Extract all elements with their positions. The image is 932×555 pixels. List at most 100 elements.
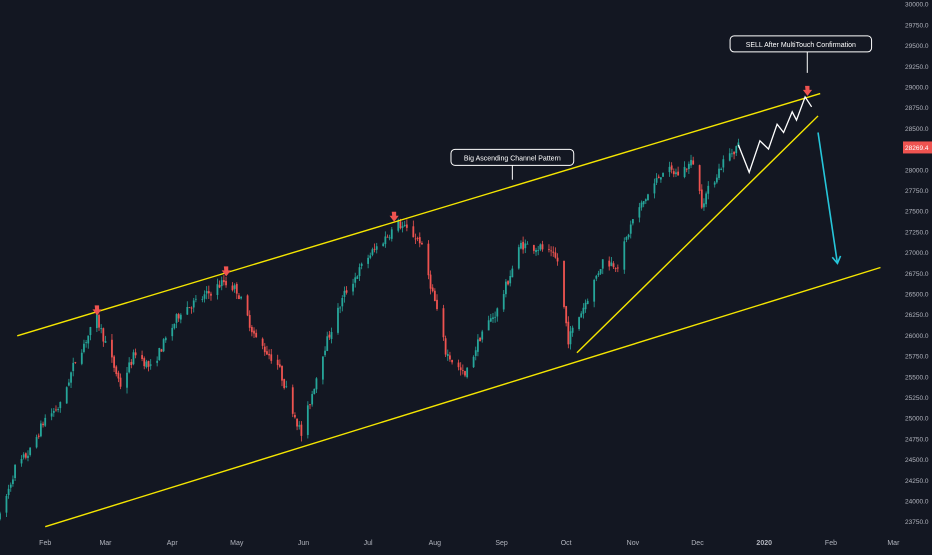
candle-body (541, 244, 544, 250)
candle (720, 167, 723, 171)
candle (597, 270, 600, 277)
forecast-arrow-head (831, 255, 842, 265)
candle-body (356, 276, 359, 279)
candle-body (464, 371, 466, 376)
x-tick-label: Jul (364, 540, 373, 547)
candle (464, 370, 466, 378)
candle (662, 172, 664, 177)
candle-body (343, 290, 346, 297)
candle-body (324, 350, 326, 356)
candle (517, 244, 520, 270)
candle (235, 282, 238, 299)
candle-body (715, 177, 718, 183)
candle-body (57, 409, 60, 411)
forecast-arrow (817, 132, 842, 265)
candle-body (554, 252, 557, 258)
candle-body (130, 361, 133, 366)
candle-body (233, 285, 236, 289)
candle (0, 511, 1, 521)
candle-body (27, 455, 29, 458)
candle-body (421, 243, 423, 245)
candle-body (20, 458, 23, 464)
candle (582, 303, 585, 319)
y-tick-label: 25500.0 (905, 374, 929, 381)
candle-body (655, 178, 658, 183)
candle (59, 401, 62, 413)
last-price-label: 28269.4 (903, 141, 932, 154)
candle-body (37, 435, 40, 437)
candle (685, 168, 688, 173)
candle-body (653, 183, 656, 194)
candle-body (283, 379, 286, 388)
candle (100, 324, 103, 334)
candle (119, 373, 122, 390)
candle-body (268, 353, 270, 356)
x-tick-label: Dec (691, 540, 704, 547)
candle-body (659, 177, 662, 180)
candle (569, 325, 572, 350)
candle-body (713, 182, 716, 185)
candle-body (306, 405, 309, 435)
candle (375, 242, 378, 254)
candle (571, 325, 574, 337)
candle (494, 311, 497, 323)
candle-body (584, 302, 587, 310)
candle (283, 378, 286, 390)
candle (201, 296, 204, 303)
candle (496, 307, 499, 322)
candle-body (149, 364, 152, 366)
candle-body (647, 194, 649, 201)
candle (477, 334, 479, 357)
candle-body (552, 251, 555, 253)
candle-body (390, 229, 393, 239)
candle-body (207, 291, 210, 294)
candle (158, 347, 161, 361)
candle-body (733, 151, 735, 155)
candle (472, 355, 475, 368)
candle-body (728, 153, 731, 161)
candle-body (565, 306, 568, 324)
candle-body (384, 236, 387, 245)
candle (291, 384, 294, 418)
candle-body (171, 327, 174, 337)
candle (128, 357, 131, 374)
candle-body (203, 294, 206, 299)
candle (113, 355, 115, 373)
candle-body (35, 437, 38, 448)
candle-body (597, 273, 600, 276)
x-tick-label: May (230, 540, 244, 547)
candle (614, 267, 617, 273)
candle (474, 346, 477, 361)
candle-body (160, 349, 163, 352)
candle-body (201, 299, 204, 300)
candle (190, 306, 193, 314)
candle (735, 145, 738, 157)
y-tick-label: 26000.0 (905, 333, 929, 340)
y-tick-label: 25250.0 (905, 395, 929, 402)
candle (601, 259, 604, 275)
candle (14, 464, 16, 481)
candle-body (386, 236, 389, 238)
candle-body (119, 377, 122, 387)
candle (713, 180, 716, 188)
candle (373, 243, 376, 253)
candle (356, 275, 359, 280)
candle (117, 370, 120, 383)
candle (707, 181, 710, 200)
candle (250, 325, 253, 337)
channel-line-support (576, 115, 819, 354)
candle-body (322, 356, 324, 380)
candle (401, 221, 404, 233)
y-tick-label: 23750.0 (905, 519, 929, 526)
candle-body (115, 366, 118, 375)
candle (22, 452, 25, 460)
candle-body (29, 447, 32, 455)
candle (524, 239, 527, 254)
annotations: Big Ascending Channel Pattern SELL After … (450, 35, 873, 180)
y-tick-label: 27000.0 (905, 250, 929, 257)
candle (210, 291, 212, 301)
y-tick-label: 25000.0 (905, 416, 929, 423)
candle-body (668, 166, 671, 173)
candle (414, 233, 417, 244)
